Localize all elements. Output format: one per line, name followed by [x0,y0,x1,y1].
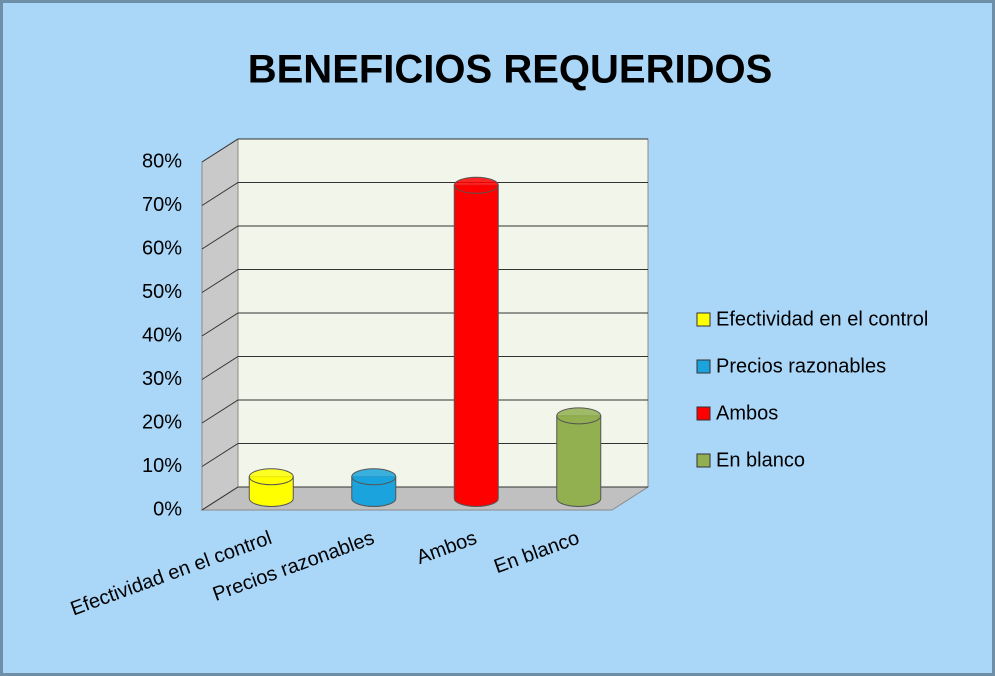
y-tick-label: 20% [142,411,182,433]
grid-line [201,443,648,467]
bar [556,415,602,507]
legend-label: En blanco [716,449,805,471]
grid-line [201,225,648,250]
grid-line [201,269,648,293]
bar-top [556,407,602,425]
chart-title: BENEFICIOS REQUERIDOS [248,48,773,92]
grid-line [201,182,648,206]
bar [453,184,499,507]
grid-line [201,138,648,163]
bar-top [351,468,397,486]
y-tick-label: 80% [142,150,182,172]
y-tick-label: 50% [142,281,182,303]
y-tick-label: 70% [142,194,182,216]
y-tick-label: 40% [142,324,182,346]
bar-top [453,176,499,194]
grid-line [201,356,648,380]
legend-swatch [696,453,711,468]
legend-label: Precios razonables [716,355,886,377]
y-tick-label: 60% [142,237,182,259]
legend-swatch [696,359,711,374]
y-tick-label: 30% [142,368,182,390]
legend-swatch [696,406,711,421]
grid-line [201,399,648,424]
legend-swatch [696,312,711,327]
grid-line [201,312,648,337]
legend-label: Efectividad en el control [716,308,928,330]
bar-top [248,468,294,486]
y-tick-label: 0% [153,498,182,520]
legend-label: Ambos [716,402,778,424]
y-tick-label: 10% [142,455,182,477]
grid-line [201,486,648,511]
